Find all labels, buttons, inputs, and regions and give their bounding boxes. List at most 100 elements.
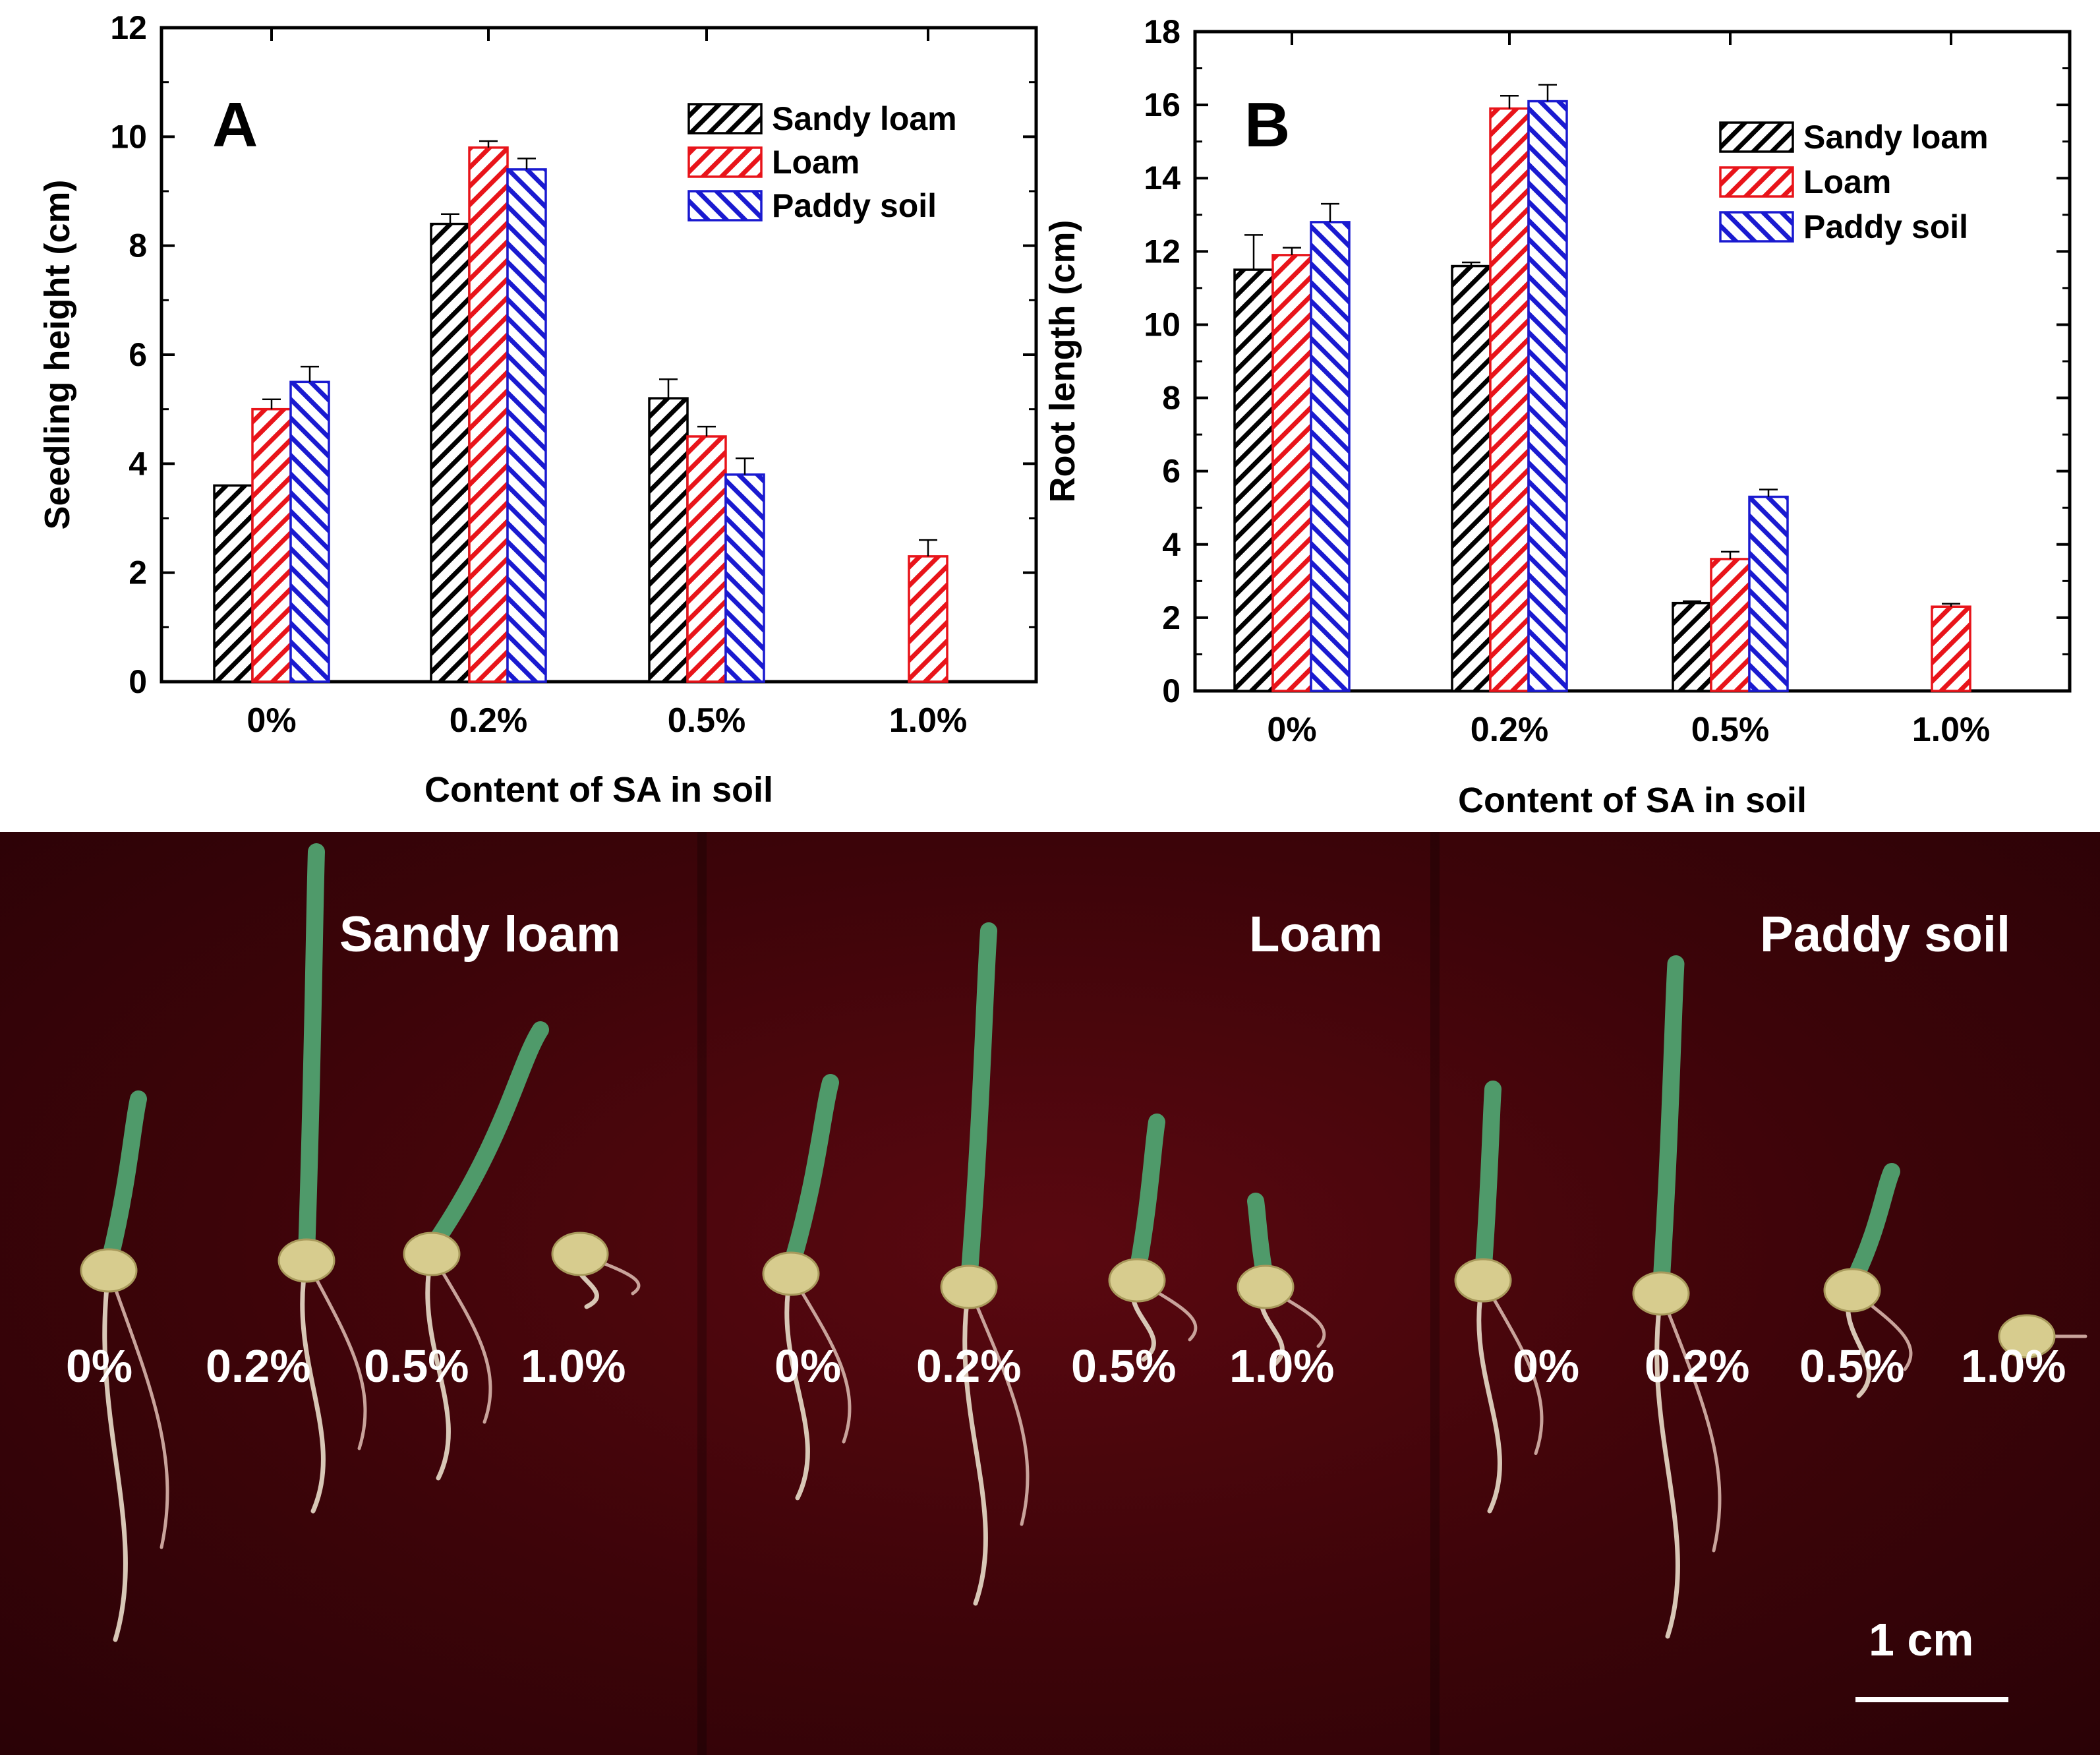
seedling-root <box>102 1268 128 1642</box>
seedling-root-branch <box>789 1272 852 1444</box>
bar-loam <box>1271 254 1312 692</box>
seedling <box>1998 1314 2087 1359</box>
seedling-seed <box>1108 1258 1166 1303</box>
seedling-seed <box>1237 1264 1295 1309</box>
seedling-seed <box>277 1238 335 1283</box>
seedling-root <box>962 1284 988 1606</box>
bar-loam <box>686 435 727 683</box>
seedling-seed <box>762 1251 820 1296</box>
photo-label-sandy-loam-0.2: 0.2% <box>206 1340 311 1392</box>
x-tick-label: 0.2% <box>1471 711 1549 749</box>
photo-label-sandy-loam-0.5: 0.5% <box>364 1340 469 1392</box>
seedling <box>403 1021 549 1481</box>
y-tick-label: 18 <box>1144 13 1181 50</box>
x-tick-label: 0% <box>247 701 296 740</box>
photo-label-paddy-0.5: 0.5% <box>1799 1340 1905 1392</box>
bar-loam <box>1489 107 1530 692</box>
y-tick-label: 2 <box>1162 599 1181 636</box>
bar-paddy-soil <box>289 380 330 683</box>
y-tick-label: 6 <box>1162 453 1181 490</box>
bar-sandy-loam <box>648 397 689 683</box>
x-axis-label: Content of SA in soil <box>1458 781 1807 820</box>
seedling-leaf <box>298 843 325 1263</box>
panel-label: B <box>1244 90 1290 160</box>
legend-swatch <box>1719 121 1794 153</box>
seedling-leaf <box>1652 955 1685 1295</box>
legend-label: Loam <box>772 144 860 181</box>
y-tick-label: 14 <box>1144 160 1181 196</box>
bar-sandy-loam <box>1451 264 1492 692</box>
seedling <box>277 843 367 1514</box>
bar-paddy-soil <box>724 473 765 683</box>
bar-loam <box>1710 558 1751 692</box>
seedling <box>1237 1193 1326 1369</box>
seedling-root-branch <box>430 1252 492 1424</box>
legend-label: Paddy soil <box>1803 208 1968 245</box>
seedling-root <box>425 1251 451 1481</box>
y-tick-label: 16 <box>1144 86 1181 123</box>
y-tick-label: 10 <box>110 118 147 155</box>
photo-title-loam: Loam <box>1249 907 1383 963</box>
seedling <box>1454 1081 1544 1514</box>
seedling-leaf <box>100 1090 147 1272</box>
scale-bar <box>1855 1697 2008 1702</box>
seedling-seed <box>1998 1314 2056 1359</box>
photo-title-paddy-soil: Paddy soil <box>1760 907 2011 963</box>
photo-label-paddy-0.2: 0.2% <box>1645 1340 1750 1392</box>
y-tick-label: 8 <box>1162 380 1181 417</box>
bar-paddy-soil <box>1527 100 1568 692</box>
bar-loam <box>908 555 948 683</box>
legend-swatch <box>687 190 763 222</box>
x-tick-label: 0.2% <box>450 701 528 740</box>
seedling-seed <box>1632 1271 1690 1316</box>
photo-label-sandy-loam-1.0: 1.0% <box>521 1340 626 1392</box>
seedling-leaf <box>1128 1114 1165 1282</box>
seedling-leaf <box>960 922 997 1289</box>
seedling-seed <box>1454 1258 1512 1303</box>
seedling <box>551 1232 641 1309</box>
photo-label-loam-0.5: 0.5% <box>1071 1340 1177 1392</box>
seedling-leaf <box>423 1021 549 1256</box>
seedling-seed <box>80 1248 138 1293</box>
x-tick-label: 0% <box>1267 711 1316 749</box>
seedling-root-branch <box>1481 1278 1544 1455</box>
y-tick-label: 10 <box>1144 306 1181 343</box>
bar-paddy-soil <box>1748 495 1789 692</box>
y-tick-label: 12 <box>1144 233 1181 270</box>
photo-label-loam-1.0: 1.0% <box>1229 1340 1335 1392</box>
legend-swatch <box>1719 166 1794 198</box>
seedling-root-branch <box>1659 1292 1722 1553</box>
photo-label-paddy-1.0: 1.0% <box>1961 1340 2066 1392</box>
seedling-root <box>300 1258 326 1514</box>
y-tick-label: 12 <box>110 9 147 46</box>
seedling-root <box>1654 1291 1680 1639</box>
chart-b: 0 2 4 6 8 10 12 14 16 18 0% 0.2% 0.5% 1.0% B Sandy loam… <box>1043 13 2072 820</box>
scale-label: 1 cm <box>1869 1614 1974 1665</box>
y-tick-label: 0 <box>129 663 147 700</box>
chart-a: 0 2 4 6 8 10 12 0% 0.2% 0.5% 1.0% A Sandy loam Loam Pa… <box>38 9 1038 810</box>
x-tick-label: 0.5% <box>1691 711 1770 749</box>
y-tick-label: 2 <box>129 554 147 591</box>
seedling-seed <box>940 1264 998 1309</box>
legend-label: Sandy loam <box>772 100 957 137</box>
x-tick-label: 1.0% <box>1912 711 1991 749</box>
x-axis-label: Content of SA in soil <box>424 770 773 810</box>
seedling-root-branch <box>967 1285 1030 1526</box>
seedling-root <box>1476 1278 1502 1514</box>
seedling-photo: Sandy loam Loam Paddy soil 0% 0.2% 0.5% … <box>0 832 2100 1755</box>
seedling <box>1108 1114 1198 1362</box>
photo-title-sandy-loam: Sandy loam <box>339 907 621 963</box>
photo-label-sandy-loam-0: 0% <box>66 1340 133 1392</box>
y-tick-label: 4 <box>1162 526 1181 563</box>
seedling <box>762 1074 852 1501</box>
panel-divider <box>697 832 707 1755</box>
legend-swatch <box>1719 211 1794 243</box>
bar-loam <box>251 407 292 683</box>
seedling-leaf <box>1474 1081 1502 1282</box>
y-tick-label: 0 <box>1162 672 1181 709</box>
bar-paddy-soil <box>1310 221 1351 692</box>
seedling-root-branch <box>305 1259 367 1450</box>
seedling-seed <box>1823 1268 1881 1313</box>
seedling <box>940 922 1030 1606</box>
seedling-leaf <box>782 1074 839 1276</box>
